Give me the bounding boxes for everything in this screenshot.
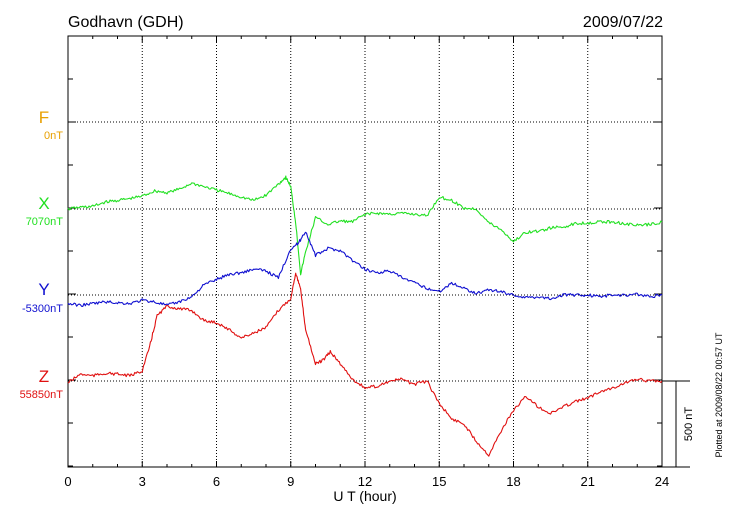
series-line-x <box>67 175 663 276</box>
scale-bar: 500 nT <box>662 380 695 468</box>
x-tick-label: 0 <box>64 474 71 489</box>
x-tick-label: 21 <box>581 474 595 489</box>
series-lines <box>67 175 663 457</box>
scale-bar-label: 500 nT <box>683 407 695 442</box>
baseline-label-x: 7070nT <box>26 216 64 228</box>
x-ticks: 0 3 6 9 12 15 18 21 24 <box>64 36 669 489</box>
series-line-z <box>67 272 663 457</box>
x-tick-label: 12 <box>358 474 372 489</box>
chart-title-right: 2009/07/22 <box>583 14 663 31</box>
chart-title-left: Godhavn (GDH) <box>68 14 184 31</box>
grid <box>68 36 662 467</box>
series-label-f: F <box>39 108 49 127</box>
series-line-y <box>67 231 663 307</box>
series-label-y: Y <box>38 280 49 299</box>
series-label-z: Z <box>39 367 49 386</box>
x-tick-label: 3 <box>139 474 146 489</box>
x-tick-label: 15 <box>432 474 446 489</box>
x-tick-label: 18 <box>506 474 520 489</box>
series-label-x: X <box>38 194 49 213</box>
baseline-label-f: 0nT <box>44 130 63 142</box>
x-tick-label: 24 <box>655 474 669 489</box>
x-tick-label: 6 <box>213 474 220 489</box>
left-ticks <box>68 78 662 467</box>
x-tick-label: 9 <box>287 474 294 489</box>
x-axis-label: U T (hour) <box>333 488 396 504</box>
baseline-label-z: 55850nT <box>20 389 64 401</box>
baseline-label-y: -5300nT <box>22 303 63 315</box>
component-labels: F 0nT X 7070nT Y -5300nT Z 55850nT <box>20 108 64 401</box>
plotted-note: Plotted at 2009/08/22 00:57 UT <box>714 332 724 458</box>
